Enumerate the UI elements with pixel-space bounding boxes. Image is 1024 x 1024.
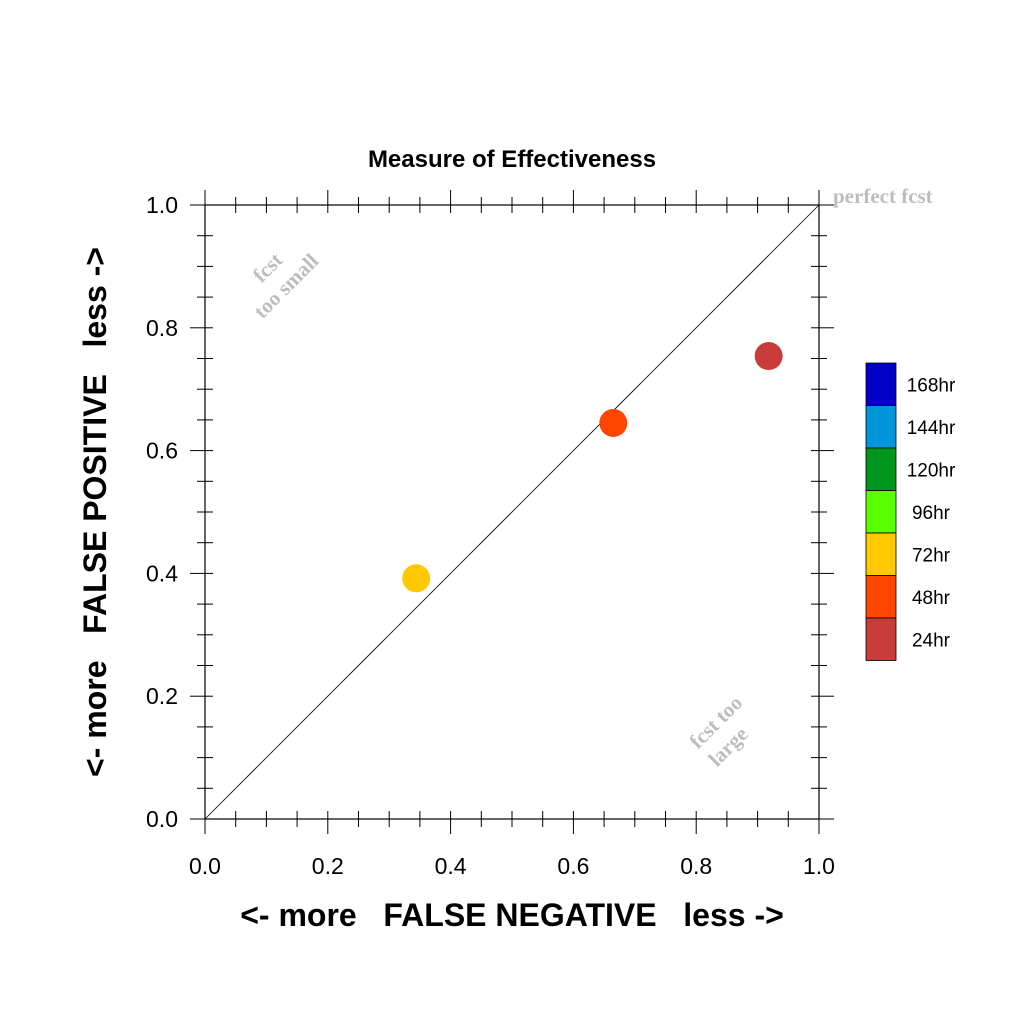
y-tick-label: 0.6 bbox=[146, 438, 178, 464]
legend-swatch-168hr bbox=[865, 362, 897, 406]
legend-swatch-24hr bbox=[865, 617, 897, 661]
legend-label-144hr: 144hr bbox=[907, 418, 956, 439]
point-48hr bbox=[599, 408, 628, 437]
y-tick-label: 0.0 bbox=[146, 806, 178, 832]
x-tick-label: 0.6 bbox=[557, 853, 589, 879]
y-tick-label: 1.0 bbox=[146, 192, 178, 218]
y-tick-label: 0.2 bbox=[146, 683, 178, 709]
x-tick-labels: 0.0 0.2 0.4 0.6 0.8 1.0 bbox=[189, 853, 835, 879]
y-tick-label: 0.4 bbox=[146, 560, 178, 586]
legend-swatch-72hr bbox=[865, 532, 897, 576]
legend-label-120hr: 120hr bbox=[907, 460, 956, 481]
legend-label-72hr: 72hr bbox=[912, 545, 951, 566]
legend-swatch-144hr bbox=[865, 405, 897, 449]
legend-swatch-48hr bbox=[865, 575, 897, 619]
legend-label-24hr: 24hr bbox=[912, 630, 951, 651]
x-axis-label: <- more FALSE NEGATIVE less -> bbox=[240, 897, 784, 933]
legend-label-96hr: 96hr bbox=[912, 503, 951, 524]
perfect-forecast-line bbox=[204, 204, 820, 820]
x-tick-label: 0.2 bbox=[312, 853, 344, 879]
y-axis-label: <- more FALSE POSITIVE less -> bbox=[77, 247, 113, 777]
chart-title: Measure of Effectiveness bbox=[368, 146, 656, 173]
y-tick-labels: 0.0 0.2 0.4 0.6 0.8 1.0 bbox=[146, 192, 178, 832]
y-tick-label: 0.8 bbox=[146, 315, 178, 341]
x-tick-label: 1.0 bbox=[803, 853, 835, 879]
legend-swatch-96hr bbox=[865, 490, 897, 534]
legend: 168hr 144hr 120hr 96hr 72hr 48hr 24hr bbox=[865, 362, 956, 661]
x-tick-label: 0.8 bbox=[680, 853, 712, 879]
point-72hr bbox=[402, 564, 431, 593]
x-tick-label: 0.0 bbox=[189, 853, 221, 879]
legend-label-168hr: 168hr bbox=[907, 375, 956, 396]
legend-swatch-120hr bbox=[865, 447, 897, 491]
data-points bbox=[402, 342, 783, 593]
plot-frame bbox=[204, 204, 820, 820]
axis-ticks bbox=[190, 190, 834, 834]
legend-label-48hr: 48hr bbox=[912, 588, 951, 609]
x-tick-label: 0.4 bbox=[435, 853, 467, 879]
perfect-fcst-label: perfect fcst bbox=[833, 184, 933, 208]
point-24hr bbox=[754, 342, 783, 371]
